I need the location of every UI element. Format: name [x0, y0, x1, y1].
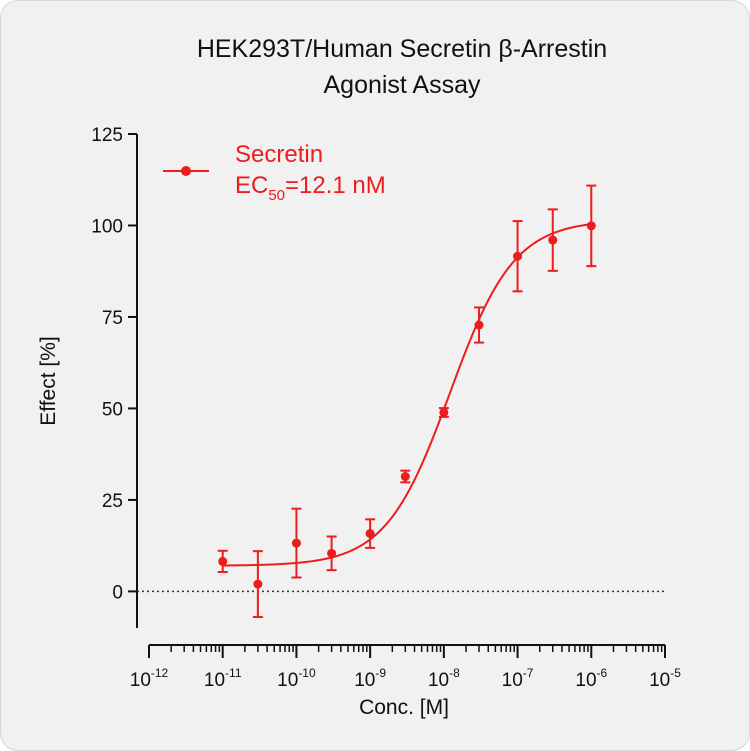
data-point — [548, 235, 558, 245]
y-tick-label: 0 — [112, 582, 123, 603]
x-tick-label: 10-9 — [354, 666, 386, 691]
x-tick-label: 10-7 — [502, 666, 534, 691]
chart-title-line-1: HEK293T/Human Secretin β-Arrestin — [197, 35, 607, 63]
y-axis-label: Effect [%] — [37, 336, 60, 426]
x-tick-exponent: -11 — [225, 666, 242, 680]
x-tick-label: 10-5 — [649, 666, 681, 691]
y-tick-label: 125 — [91, 125, 123, 146]
y-tick-label: 100 — [91, 216, 123, 237]
x-tick-base: 10 — [502, 670, 523, 691]
ec50-prefix: EC — [235, 172, 268, 199]
data-point — [218, 556, 228, 566]
x-tick-base: 10 — [204, 670, 225, 691]
data-points-group — [217, 184, 597, 619]
x-tick-exponent: -12 — [151, 666, 169, 680]
x-tick-exponent: -8 — [449, 666, 460, 680]
x-tick-base: 10 — [130, 670, 151, 691]
x-tick-exponent: -10 — [298, 666, 316, 680]
ec50-subscript: 50 — [268, 187, 285, 204]
x-tick-label: 10-6 — [575, 666, 607, 691]
x-tick-base: 10 — [649, 670, 670, 691]
data-point — [327, 548, 337, 558]
data-point — [439, 407, 449, 417]
data-point — [474, 320, 484, 330]
x-tick-label: 10-11 — [204, 666, 242, 691]
fit-curve — [222, 223, 592, 567]
ec50-value: =12.1 nM — [285, 172, 386, 199]
chart-title-line-2: Agonist Assay — [323, 71, 481, 99]
legend-series-name: Secretin — [235, 141, 323, 168]
data-point — [365, 529, 375, 539]
x-tick-label: 10-12 — [130, 666, 169, 691]
x-tick-base: 10 — [354, 670, 375, 691]
fit-curve-group — [222, 223, 592, 567]
y-axis: 0 25 50 75 100 125 — [91, 125, 138, 628]
x-tick-base: 10 — [277, 670, 298, 691]
x-axis: 10-12 10-11 10-10 10-9 10-8 10-7 10-6 10-5 — [130, 644, 681, 691]
data-point — [400, 472, 410, 482]
legend: Secretin EC50=12.1 nM — [163, 141, 386, 204]
y-tick-label: 50 — [102, 399, 123, 420]
y-tick-label: 25 — [102, 491, 123, 512]
y-tick-label: 75 — [102, 308, 123, 329]
data-point — [586, 221, 596, 231]
x-tick-base: 10 — [428, 670, 449, 691]
x-tick-exponent: -7 — [523, 666, 534, 680]
x-tick-label: 10-8 — [428, 666, 460, 691]
data-point — [513, 251, 523, 261]
x-tick-exponent: -6 — [597, 666, 608, 680]
legend-marker — [181, 166, 191, 176]
legend-ec50: EC50=12.1 nM — [235, 172, 386, 204]
x-tick-exponent: -9 — [375, 666, 386, 680]
x-tick-exponent: -5 — [670, 666, 681, 680]
data-point — [253, 579, 263, 589]
x-tick-base: 10 — [575, 670, 596, 691]
x-axis-label: Conc. [M] — [359, 696, 449, 719]
x-tick-label: 10-10 — [277, 666, 316, 691]
data-point — [291, 538, 301, 548]
